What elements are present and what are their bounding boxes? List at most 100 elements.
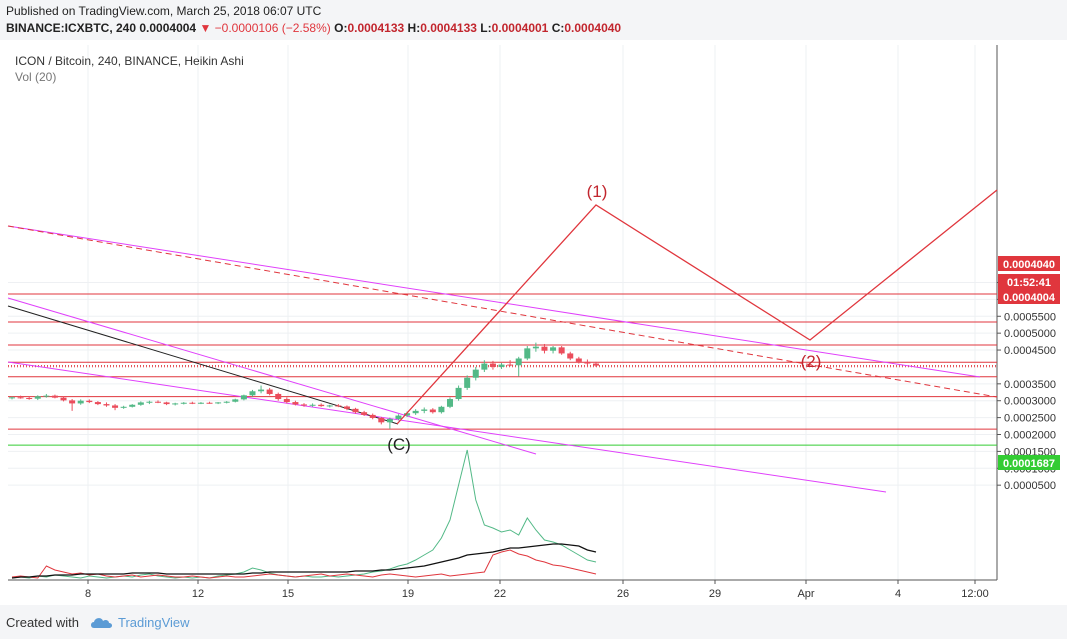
candle-body	[206, 402, 213, 404]
x-tick-label: 12:00	[961, 588, 989, 600]
candle-body	[438, 406, 445, 413]
open-label: O:	[334, 21, 348, 35]
created-with: Created with	[6, 615, 79, 630]
x-tick-label: 19	[402, 588, 414, 600]
candle-body	[404, 413, 411, 416]
y-tick-label: 0.0005000	[1004, 328, 1056, 340]
candle-body	[180, 402, 187, 404]
candle-body	[283, 399, 290, 403]
candle-body	[103, 404, 110, 406]
candle-body	[292, 402, 299, 405]
wave-label-c: (C)	[387, 435, 411, 454]
candle-body	[507, 364, 514, 366]
dashed-trend-line	[7, 225, 998, 398]
tradingview-brand[interactable]: TradingView	[118, 615, 190, 630]
candle-body	[43, 395, 50, 397]
price-label-box	[998, 289, 1060, 304]
candle-body	[541, 346, 548, 351]
candle-body	[232, 399, 239, 402]
candle-body	[335, 405, 342, 407]
wave-label-2: (2)	[801, 352, 822, 371]
candle-body	[258, 389, 265, 392]
volume-down-line	[11, 549, 597, 579]
candle-body	[51, 395, 58, 398]
candle-body	[223, 401, 230, 403]
x-tick-label: 8	[85, 588, 91, 600]
candle-body	[154, 401, 162, 403]
candle-body	[412, 410, 419, 414]
low-value: 0.0004001	[491, 21, 549, 35]
candle-body	[266, 389, 273, 394]
candle-body	[378, 417, 385, 423]
candle-body	[69, 400, 76, 404]
high-label: H:	[407, 21, 421, 35]
candle-body	[318, 404, 325, 407]
candle-body	[77, 400, 84, 404]
legend-volume: Vol (20)	[15, 70, 57, 84]
candle-body	[326, 405, 333, 407]
volume-ma-line	[11, 543, 597, 579]
candle-body	[112, 405, 119, 408]
candle-body	[455, 387, 462, 400]
candle-body	[386, 418, 393, 423]
candle-body	[137, 402, 144, 405]
change: ▼ −0.0000106 (−2.58%)	[199, 21, 331, 35]
wave-label-1: (1)	[587, 182, 608, 201]
candle-body	[550, 347, 557, 351]
x-tick-label: 26	[617, 588, 629, 600]
candle-body	[498, 364, 505, 367]
y-tick-label: 0.0004500	[1004, 345, 1056, 357]
y-tick-label: 0.0000500	[1004, 480, 1056, 492]
x-tick-label: 12	[192, 588, 204, 600]
price-label-box	[998, 256, 1060, 271]
tradingview-cloud-icon	[91, 618, 112, 628]
candle-body	[129, 404, 136, 407]
candle-body	[592, 363, 600, 366]
x-tick-label: 4	[895, 588, 901, 600]
published-text: Published on TradingView.com, March 25, …	[6, 4, 322, 18]
plot-background	[8, 45, 997, 580]
x-tick-label: 22	[494, 588, 506, 600]
lower-channel-line	[7, 361, 887, 493]
candle-body	[17, 397, 24, 399]
x-tick-label: 15	[282, 588, 294, 600]
candle-body	[472, 369, 479, 378]
lower-wedge-line	[7, 297, 537, 455]
ohlc-bar: BINANCE:ICXBTC, 240 0.0004004 ▼ −0.00001…	[6, 21, 621, 35]
candle-body	[369, 414, 376, 418]
candle-body	[189, 402, 196, 404]
candle-body	[197, 402, 204, 404]
price-label-text: 0.0001687	[1003, 458, 1055, 470]
candle-body	[86, 400, 93, 403]
candle-body	[8, 397, 16, 399]
candle-body	[275, 393, 282, 400]
candle-body	[343, 406, 350, 409]
candle-body	[567, 353, 574, 359]
legend-title: ICON / Bitcoin, 240, BINANCE, Heikin Ash…	[15, 54, 244, 68]
candle-body	[240, 395, 247, 400]
price-label-text: 0.0004004	[1003, 292, 1056, 304]
y-tick-label: 0.0005500	[1004, 311, 1056, 323]
chart-area[interactable]: 0.00065000.00060000.00055000.00050000.00…	[0, 40, 1067, 605]
candle-body	[489, 363, 496, 367]
candle-body	[300, 404, 308, 406]
low-label: L:	[480, 21, 492, 35]
candle-body	[352, 408, 359, 413]
candle-body	[309, 404, 316, 406]
candle-body	[446, 399, 454, 407]
black-trend-line	[7, 305, 399, 425]
y-tick-label: 0.0002000	[1004, 430, 1056, 442]
candle-body	[532, 346, 539, 349]
close-value: 0.0004040	[564, 21, 622, 35]
price-label-box	[998, 455, 1060, 470]
candle-body	[575, 358, 582, 362]
y-tick-label: 0.0003000	[1004, 396, 1056, 408]
high-value: 0.0004133	[420, 21, 477, 35]
candle-body	[515, 358, 522, 366]
symbol: BINANCE:ICXBTC, 240	[6, 21, 137, 35]
candle-body	[429, 409, 436, 413]
candle-body	[215, 402, 222, 404]
candle-body	[249, 391, 256, 396]
candle-body	[146, 401, 153, 403]
price-chart[interactable]: 0.00065000.00060000.00055000.00050000.00…	[0, 40, 1067, 605]
